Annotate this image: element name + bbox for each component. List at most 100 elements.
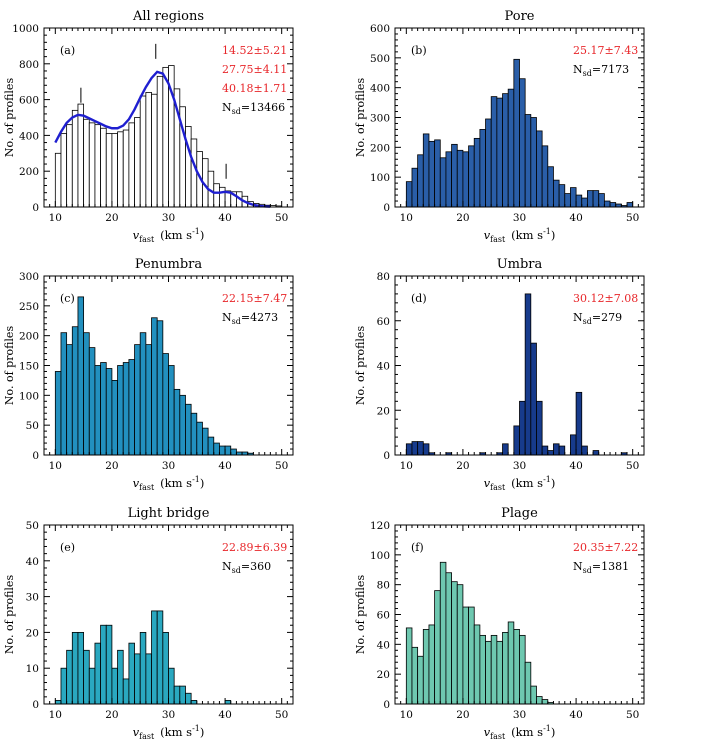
x-axis-label: vfast (km s-1) [133,724,205,741]
y-tick-label: 0 [32,699,39,711]
y-tick-label: 250 [19,301,39,313]
histogram-bar [83,332,90,456]
y-tick-label: 400 [370,83,390,95]
histogram-bar [581,197,588,208]
x-tick-label: 40 [218,460,231,472]
histogram-bar [405,443,413,456]
histogram-bar [417,154,424,208]
y-axis-label: No. of profiles [354,326,367,406]
x-label-unit: (km s [511,725,543,739]
x-label-exp: -1 [192,475,200,484]
y-tick-label: 100 [370,550,390,562]
x-label-sub: fast [490,732,506,741]
histogram-bar [598,193,605,208]
histogram-bar [71,631,79,705]
histogram-bar [77,631,85,705]
sample-count: Nsd=1381 [573,560,629,575]
x-tick-label: 50 [626,460,639,472]
sample-count: Nsd=360 [222,560,271,575]
gaussian-fit-curve [54,70,271,208]
histogram-bar [519,400,526,456]
nsd-value: =13466 [241,101,285,114]
x-tick-label: 20 [456,709,469,721]
histogram-bar [156,75,164,208]
x-tick-label: 10 [49,709,62,721]
nsd-sub: sd [583,69,592,78]
histogram-bar [173,388,181,456]
x-tick-label: 20 [105,709,118,721]
histogram-bar [179,685,186,705]
histogram-bar [105,624,113,705]
histogram-bar [190,700,198,705]
histogram-bar [530,685,537,705]
stats-mean-std: 30.12±7.08 [573,292,638,305]
x-label-close: ) [551,476,556,490]
chart-title: Light bridge [128,506,210,521]
y-tick-label: 0 [32,202,39,214]
y-tick-label: 600 [19,95,39,107]
histogram-bar [536,130,543,208]
histogram-bar [428,140,436,208]
histogram-bar [547,166,554,208]
x-label-sub: fast [490,483,506,492]
histogram-bar [60,667,68,705]
histogram-bar [134,117,141,208]
y-tick-label: 50 [26,520,39,532]
x-tick-label: 10 [400,212,413,224]
x-label-unit: (km s [511,476,543,490]
x-label-close: ) [551,725,556,739]
y-tick-label: 30 [26,592,39,604]
x-tick-label: 30 [513,709,526,721]
histogram-bar [71,109,79,208]
histogram-bar [185,403,192,456]
x-axis-label: vfast (km s-1) [484,227,556,244]
x-label-var: v [133,725,140,739]
sample-count: Nsd=279 [573,311,622,326]
x-label-var: v [484,725,491,739]
y-tick-label: 20 [377,669,390,681]
nsd-value: =7173 [592,63,629,76]
histogram-bar [202,427,209,456]
histogram-bar [479,129,486,208]
histogram-bar [558,184,566,208]
panel-label: (a) [60,44,75,57]
chart-svg-plage: Plage 10 20 30 40 50 0 20 40 60 80 100 120 No. of pro… [354,506,645,741]
histogram-bar [117,365,124,456]
histogram-bar [502,443,509,456]
nsd-prefix: N [222,311,232,324]
histogram-bar [145,344,152,456]
x-label-sub: fast [139,483,155,492]
chart-title: Umbra [497,257,543,272]
panel-label: (f) [411,541,424,554]
histogram-bar [502,93,509,208]
x-tick-label: 40 [218,709,231,721]
x-tick-label: 20 [105,212,118,224]
histogram-bar [168,365,175,456]
histogram-bar [117,131,124,208]
histogram-bar [490,634,498,705]
y-tick-label: 100 [370,172,390,184]
x-label-var: v [484,476,491,490]
x-label-var: v [133,228,140,242]
histogram-bar [479,634,486,705]
x-tick-label: 20 [456,212,469,224]
histogram-bar [162,66,169,208]
x-label-exp: -1 [543,227,551,236]
histogram-bar [524,114,532,208]
histogram-bar [134,653,141,705]
histogram-bar [196,421,203,456]
stats-mean-std: 25.17±7.43 [573,44,638,57]
histogram-bar [405,627,413,705]
y-tick-label: 400 [19,130,39,142]
histogram-bar [592,190,600,208]
histogram-bar [128,642,135,705]
y-axis-label: No. of profiles [3,575,16,655]
histogram-bar [592,450,600,456]
panel-label: (b) [411,44,427,57]
histogram-bar [473,137,481,208]
x-tick-label: 40 [569,460,582,472]
histogram-bar [128,359,135,456]
nsd-sub: sd [232,566,241,575]
histogram-bar [570,187,577,208]
histogram-bar [422,629,430,705]
